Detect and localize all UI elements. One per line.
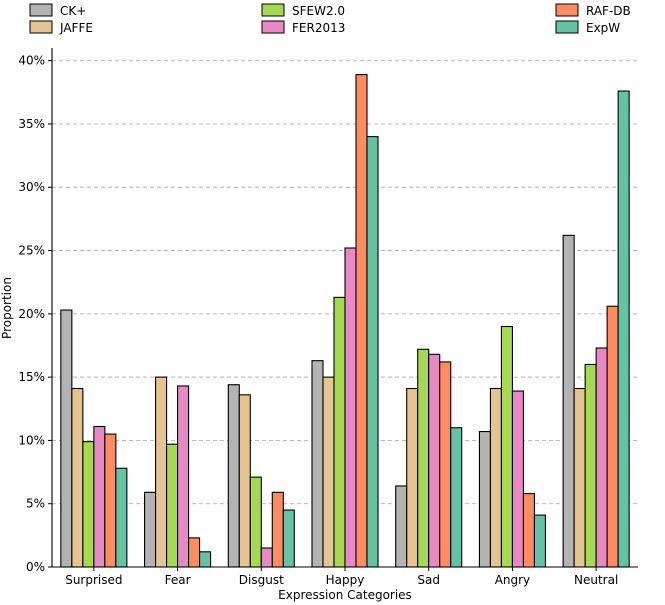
axes: 0% 5% 10% 15% 20% 25% 30% 35% 40% Surprised Fear Di… (18, 48, 638, 587)
bar-ck--sad (395, 485, 408, 568)
bar-expw-sad (450, 427, 463, 568)
bar-sfew2-0-disgust (249, 476, 262, 568)
bar-fer2013-angry (511, 390, 524, 568)
bars (60, 74, 630, 568)
bar-jaffe-surprised (71, 387, 84, 568)
bar-expw-neutral (617, 90, 630, 568)
x-tick-label: Neutral (574, 573, 618, 587)
y-tick-label: 5% (26, 497, 45, 511)
bar-sfew2-0-happy (333, 296, 346, 568)
bar-ck--angry (478, 431, 491, 568)
bar-fer2013-neutral (595, 347, 608, 568)
bar-fer2013-surprised (93, 425, 106, 568)
legend-label: ExpW (586, 21, 620, 35)
y-axis-label: Proportion (0, 277, 14, 339)
bar-jaffe-neutral (573, 387, 586, 568)
y-tick-label: 20% (18, 307, 45, 321)
bar-raf-db-happy (355, 74, 368, 568)
legend-label: JAFFE (59, 21, 93, 35)
bar-fer2013-happy (344, 247, 357, 568)
y-tick-label: 10% (18, 433, 45, 447)
legend-swatch-expw (555, 20, 579, 34)
bar-jaffe-fear (155, 376, 168, 568)
legend-label: FER2013 (292, 21, 345, 35)
x-tick-label: Angry (495, 573, 530, 587)
bar-raf-db-neutral (606, 305, 619, 568)
bar-sfew2-0-surprised (82, 441, 95, 568)
legend-swatch-ck- (29, 3, 53, 17)
bar-fer2013-disgust (260, 547, 273, 568)
bar-expw-surprised (115, 467, 128, 568)
bar-jaffe-sad (406, 387, 419, 568)
x-axis-label: Expression Categories (278, 588, 412, 602)
y-tick-label: 30% (18, 180, 45, 194)
bar-sfew2-0-neutral (584, 363, 597, 568)
bar-ck--surprised (60, 309, 73, 568)
bar-ck--neutral (562, 234, 575, 568)
bar-expw-angry (533, 514, 546, 568)
bar-expw-disgust (282, 509, 295, 568)
legend-swatch-sfew2-0 (261, 3, 285, 17)
bar-sfew2-0-sad (417, 348, 430, 568)
bar-sfew2-0-angry (500, 325, 513, 568)
bar-raf-db-surprised (104, 433, 117, 568)
x-tick-label: Surprised (65, 573, 122, 587)
y-tick-label: 0% (26, 560, 45, 574)
bar-sfew2-0-fear (166, 443, 179, 568)
legend-swatch-fer2013 (261, 20, 285, 34)
bar-ck--disgust (227, 384, 240, 568)
x-tick-label: Fear (165, 573, 191, 587)
bar-raf-db-sad (439, 361, 452, 568)
bar-jaffe-angry (489, 387, 502, 568)
y-tick-label: 15% (18, 370, 45, 384)
x-tick-label: Disgust (239, 573, 284, 587)
legend-swatch-jaffe (29, 20, 53, 34)
bar-jaffe-happy (322, 376, 335, 568)
y-tick-label: 25% (18, 244, 45, 258)
legend-label: SFEW2.0 (292, 4, 345, 18)
bar-expw-fear (199, 551, 212, 568)
bar-raf-db-fear (188, 537, 201, 568)
y-tick-label: 40% (18, 54, 45, 68)
legend-label: CK+ (60, 4, 86, 18)
bar-fer2013-sad (428, 353, 441, 568)
x-tick-label: Happy (326, 573, 365, 587)
legend-swatch-raf-db (555, 3, 579, 17)
bar-expw-happy (366, 136, 379, 568)
bar-ck--fear (144, 491, 157, 568)
y-tick-label: 35% (18, 117, 45, 131)
legend-label: RAF-DB (586, 4, 631, 18)
bar-raf-db-disgust (271, 491, 284, 568)
bar-fer2013-fear (177, 385, 190, 568)
legend: CK+ JAFFE SFEW2.0 FER2013 RAF-DB ExpW (29, 3, 631, 35)
bar-jaffe-disgust (238, 394, 251, 568)
x-tick-label: Sad (417, 573, 440, 587)
bar-raf-db-angry (522, 493, 535, 568)
bar-ck--happy (311, 360, 324, 568)
